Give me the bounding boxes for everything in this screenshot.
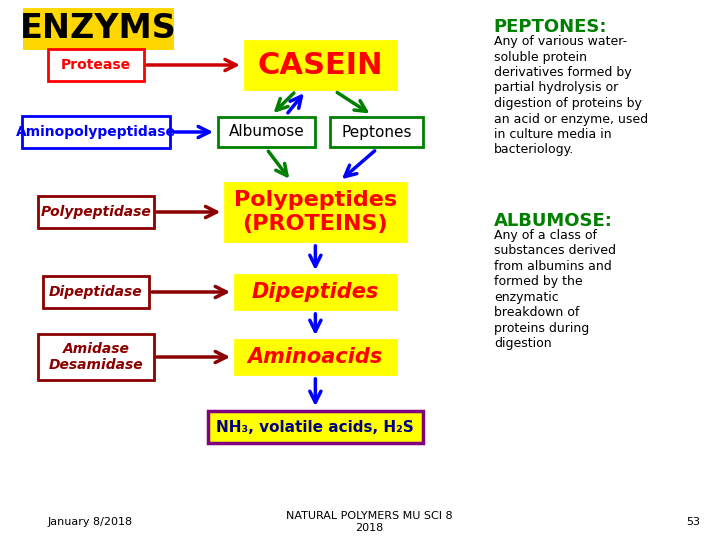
Text: Protease: Protease — [61, 58, 131, 72]
FancyBboxPatch shape — [38, 196, 154, 228]
FancyBboxPatch shape — [48, 49, 144, 81]
FancyBboxPatch shape — [208, 411, 423, 443]
FancyBboxPatch shape — [23, 8, 174, 50]
Text: Peptones: Peptones — [341, 125, 412, 139]
Text: ALBUMOSE:: ALBUMOSE: — [494, 212, 613, 230]
FancyBboxPatch shape — [235, 275, 396, 309]
Text: Aminoacids: Aminoacids — [248, 347, 383, 367]
Text: Amidase
Desamidase: Amidase Desamidase — [49, 342, 143, 372]
Text: Any of a class of
substances derived
from albumins and
formed by the
enzymatic
b: Any of a class of substances derived fro… — [494, 229, 616, 350]
FancyBboxPatch shape — [330, 117, 423, 147]
Text: NATURAL POLYMERS MU SCI 8
2018: NATURAL POLYMERS MU SCI 8 2018 — [286, 511, 452, 533]
FancyBboxPatch shape — [22, 116, 170, 148]
FancyBboxPatch shape — [225, 183, 405, 241]
Text: 53: 53 — [686, 517, 701, 527]
Text: Albumose: Albumose — [229, 125, 305, 139]
Text: Polypeptides
(PROTEINS): Polypeptides (PROTEINS) — [234, 191, 397, 234]
Text: January 8/2018: January 8/2018 — [48, 517, 132, 527]
Text: Polypeptidase: Polypeptidase — [40, 205, 151, 219]
Text: ENZYMS: ENZYMS — [19, 12, 176, 45]
Text: CASEIN: CASEIN — [258, 51, 383, 79]
Text: Dipeptidase: Dipeptidase — [49, 285, 143, 299]
Text: PEPTONES:: PEPTONES: — [494, 18, 607, 36]
FancyBboxPatch shape — [43, 276, 149, 308]
Text: Dipeptides: Dipeptides — [252, 282, 379, 302]
FancyBboxPatch shape — [38, 334, 154, 380]
Text: Any of various water-
soluble protein
derivatives formed by
partial hydrolysis o: Any of various water- soluble protein de… — [494, 35, 648, 157]
FancyBboxPatch shape — [245, 41, 396, 89]
Text: Aminopolypeptidase: Aminopolypeptidase — [16, 125, 176, 139]
Text: NH₃, volatile acids, H₂S: NH₃, volatile acids, H₂S — [217, 420, 414, 435]
FancyBboxPatch shape — [235, 340, 396, 374]
FancyBboxPatch shape — [218, 117, 315, 147]
